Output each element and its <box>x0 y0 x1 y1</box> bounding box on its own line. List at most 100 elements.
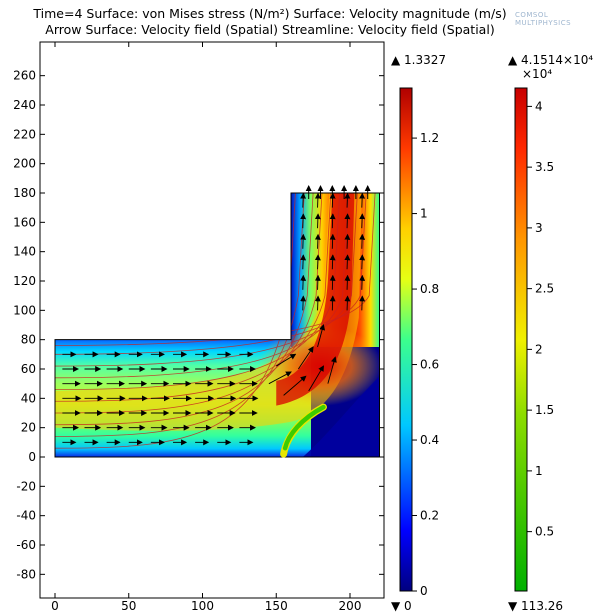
colorbar-tick-label: 3.5 <box>535 160 554 174</box>
colorbar-min-label: ▼ 113.26 <box>508 599 563 613</box>
y-tick-label: 140 <box>13 245 36 259</box>
y-tick-label: 200 <box>13 157 36 171</box>
x-tick-label: 150 <box>265 599 288 613</box>
y-tick-label: 260 <box>13 69 36 83</box>
arrow <box>329 295 336 311</box>
x-tick-label: 100 <box>191 599 214 613</box>
y-tick-label: 120 <box>13 274 36 288</box>
wake-region <box>302 376 380 457</box>
colorbar-gradient <box>399 87 413 592</box>
arrow <box>359 295 366 311</box>
arrow <box>359 213 366 229</box>
streamline <box>55 193 367 355</box>
arrow <box>300 295 307 311</box>
elastic-flap <box>282 404 326 451</box>
y-tick-label: 180 <box>13 186 36 200</box>
stress-colorbar: ▲ 4.1514×10⁴ ▼ 113.26 ×10⁴ 4 3.5 3 2.5 2 1.5 1 0.5 <box>508 53 593 613</box>
y-tick-label: -40 <box>16 509 36 523</box>
streamline <box>55 193 332 402</box>
colorbar-min-label: ▼ 0 <box>391 599 412 613</box>
arrow <box>300 274 307 290</box>
arrow <box>300 213 307 229</box>
streamline <box>55 193 341 390</box>
colorbar-tick-label: 2.5 <box>535 282 554 296</box>
jet-core-inner <box>276 193 355 406</box>
colorbar-tick-label: 0.5 <box>535 525 554 539</box>
colorbar-tick-label: 4 <box>535 99 543 113</box>
arrow <box>359 233 366 249</box>
y-tick-label: -60 <box>16 538 36 552</box>
colorbar-tick-label: 1.2 <box>420 131 439 145</box>
arrow <box>344 233 351 249</box>
y-tick-label: 240 <box>13 98 36 112</box>
colorbar-max-label: ▲ 1.3327 <box>391 53 446 67</box>
y-tick-label: -80 <box>16 567 36 581</box>
colorbar-tick-label: 1.5 <box>535 403 554 417</box>
arrow <box>317 324 326 348</box>
x-tick-label: 0 <box>51 599 59 613</box>
y-tick-label: 160 <box>13 215 36 229</box>
arrow <box>298 346 314 370</box>
colorbar-tick-label: 3 <box>535 221 543 235</box>
arrow <box>344 254 351 270</box>
velocity-field <box>55 193 380 457</box>
colorbar-tick-label: 0.2 <box>420 509 439 523</box>
y-tick-label: 220 <box>13 127 36 141</box>
arrow <box>314 233 321 249</box>
arrow <box>344 193 351 208</box>
comsol-logo: COMSOL MULTIPHYSICS <box>515 11 595 27</box>
arrow <box>314 295 321 311</box>
streamline <box>55 193 314 426</box>
arrow <box>276 353 297 367</box>
arrow <box>359 274 366 290</box>
y-tick-label: -20 <box>16 479 36 493</box>
plot-title-line-1: Time=4 Surface: von Mises stress (N/m²) … <box>33 6 507 21</box>
arrow <box>329 254 336 270</box>
streamline <box>55 193 349 379</box>
arrow <box>327 356 337 384</box>
colorbar-tick-label: 0.8 <box>420 282 439 296</box>
plot-title-line-2: Arrow Surface: Velocity field (Spatial) … <box>45 22 495 37</box>
y-tick-label: 100 <box>13 303 36 317</box>
y-tick-label: 40 <box>21 391 36 405</box>
colorbar-tick-label: 0.4 <box>420 433 439 447</box>
colorbar-tick-label: 1 <box>420 207 428 221</box>
x-tick-label: 200 <box>339 599 362 613</box>
y-tick-label: 0 <box>28 450 36 464</box>
arrow <box>314 193 321 208</box>
velocity-arrows <box>62 193 366 446</box>
arrow <box>314 274 321 290</box>
arrow <box>329 213 336 229</box>
x-tick-label: 50 <box>121 599 136 613</box>
logo-text-1: COMSOL <box>515 11 549 19</box>
velocity-colorbar: ▲ 1.3327 ▼ 0 1.2 1 0.8 0.6 0.4 0.2 0 <box>391 53 446 613</box>
y-tick-label: 80 <box>21 333 36 347</box>
arrow <box>300 233 307 249</box>
logo-text-2: MULTIPHYSICS <box>515 19 572 27</box>
arrow <box>344 295 351 311</box>
colorbar-tick-label: 0 <box>420 584 428 598</box>
arrow <box>329 233 336 249</box>
flow-domain <box>54 185 380 458</box>
arrow <box>300 254 307 270</box>
colorbar-gradient <box>514 87 528 592</box>
colorbar-tick-label: 1 <box>535 464 543 478</box>
arrow <box>300 193 307 208</box>
arrow <box>283 375 307 396</box>
arrow <box>268 371 292 385</box>
axes: 260240220200180160140120100806040200-20-… <box>13 42 384 613</box>
arrow <box>359 254 366 270</box>
streamline <box>55 193 323 414</box>
arrow <box>344 213 351 229</box>
arrow <box>359 193 366 208</box>
colorbar-max-label: ▲ 4.1514×10⁴ <box>508 53 593 67</box>
arrow <box>314 213 321 229</box>
arrow <box>329 274 336 290</box>
colorbar-tick-label: 0.6 <box>420 358 439 372</box>
arrow <box>344 274 351 290</box>
colorbar-tick-label: 2 <box>535 342 543 356</box>
y-tick-label: 20 <box>21 421 36 435</box>
colorbar-exponent-label: ×10⁴ <box>522 67 552 81</box>
arrow <box>314 254 321 270</box>
